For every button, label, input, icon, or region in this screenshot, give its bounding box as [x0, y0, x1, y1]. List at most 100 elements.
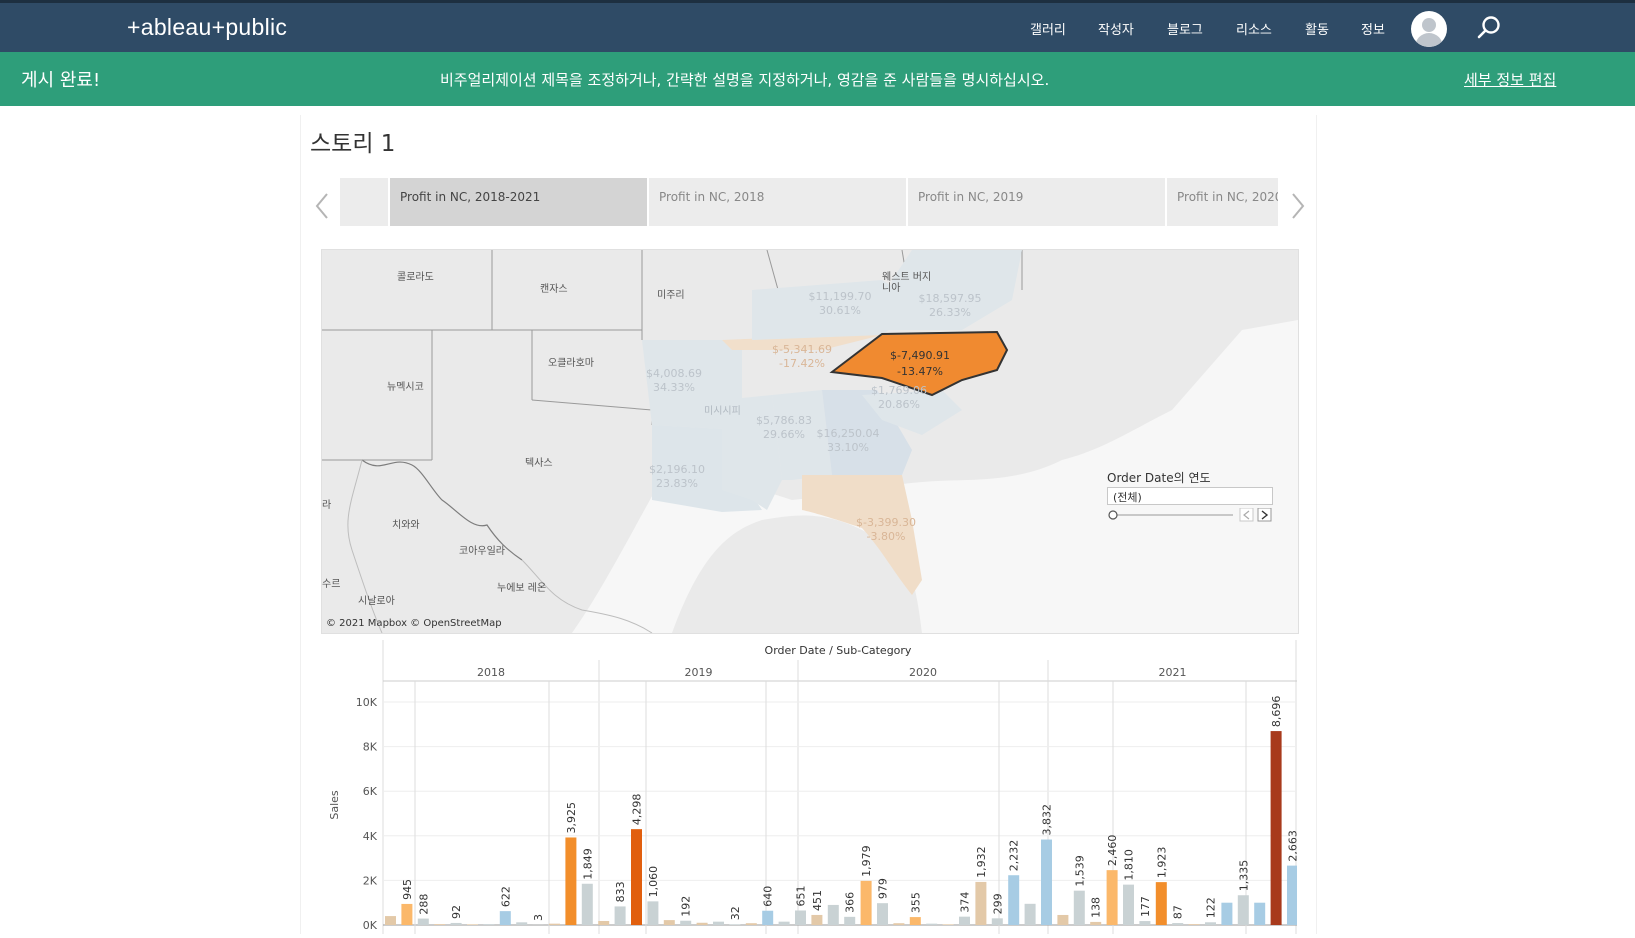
- map-label-west-virginia: 웨스트 버지니아: [882, 272, 932, 294]
- bar-value-label: 1,335: [1237, 860, 1250, 892]
- story-tab-1[interactable]: Profit in NC, 2018-2021: [390, 178, 647, 226]
- sales-bar: [975, 882, 986, 925]
- y-tick-label: 6K: [363, 785, 378, 798]
- sales-bar: [1221, 903, 1232, 925]
- sales-bar: [565, 837, 576, 925]
- bar-value-label: 833: [614, 881, 627, 902]
- state-value-florida: $-3,399.30-3.80%: [846, 516, 926, 544]
- bar-value-label: 1,810: [1123, 849, 1136, 881]
- bar-value-label: 945: [401, 879, 414, 900]
- avatar-head-shape: [1422, 18, 1436, 32]
- banner-title: 게시 완료!: [21, 66, 100, 92]
- sales-bar: [1041, 840, 1052, 925]
- story-tab-2[interactable]: Profit in NC, 2018: [649, 178, 906, 226]
- sales-bar: [549, 924, 560, 925]
- chart-title: Order Date / Sub-Category: [765, 644, 912, 657]
- nav-activity[interactable]: 활동: [1305, 19, 1329, 38]
- sales-bar: [1139, 921, 1150, 925]
- sales-bar: [713, 922, 724, 925]
- map-label-colorado: 콜로라도: [397, 268, 434, 283]
- sales-bar: [697, 923, 708, 925]
- year-header-label: 2021: [1159, 666, 1187, 679]
- state-value-tennessee: $-5,341.69-17.42%: [762, 343, 842, 371]
- bar-value-label: 651: [795, 885, 808, 906]
- y-tick-label: 2K: [363, 874, 378, 887]
- sales-bar: [828, 905, 839, 925]
- y-tick-label: 10K: [356, 696, 378, 709]
- sales-bar: [516, 922, 527, 925]
- bar-value-label: 979: [877, 878, 890, 899]
- sales-bar: [959, 917, 970, 925]
- bar-value-label: 3: [532, 914, 545, 921]
- bar-value-label: 138: [1090, 897, 1103, 918]
- story-next-arrow-icon[interactable]: [1285, 186, 1309, 226]
- nav-blog[interactable]: 블로그: [1167, 19, 1203, 38]
- nav-resources[interactable]: 리소스: [1236, 19, 1272, 38]
- y-tick-label: 0K: [363, 919, 378, 932]
- sales-bar: [1238, 895, 1249, 925]
- bar-value-label: 3,832: [1041, 804, 1054, 836]
- sales-bar: [1057, 915, 1068, 925]
- search-icon[interactable]: [1474, 13, 1504, 43]
- sales-bar: [910, 917, 921, 925]
- bar-value-label: 1,923: [1155, 847, 1168, 879]
- map-label-new-mexico: 뉴멕시코: [387, 378, 424, 393]
- nav-authors[interactable]: 작성자: [1098, 19, 1134, 38]
- sales-bar: [598, 921, 609, 925]
- map-label-coahuila: 코아우일라: [459, 542, 505, 557]
- tableau-public-logo[interactable]: +ableau+public: [127, 14, 287, 41]
- bar-value-label: 2,232: [1008, 840, 1021, 872]
- map-label-texas: 텍사스: [525, 454, 553, 469]
- sales-bar: [926, 924, 937, 925]
- sales-bar: [893, 923, 904, 925]
- map-label-mississippi: 미시시피: [704, 402, 741, 417]
- bar-value-label: 8,696: [1270, 696, 1283, 728]
- edit-details-link[interactable]: 세부 정보 편집: [1464, 69, 1556, 90]
- nav-gallery[interactable]: 갤러리: [1030, 19, 1066, 38]
- story-tab-partial[interactable]: [340, 178, 388, 226]
- sales-bar: [1025, 904, 1036, 925]
- sales-bar: [582, 884, 593, 925]
- sales-bar: [795, 910, 806, 925]
- sales-bar: [844, 917, 855, 925]
- sales-bar: [861, 881, 872, 925]
- bar-value-label: 1,849: [581, 848, 594, 880]
- story-prev-arrow-icon[interactable]: [311, 186, 335, 226]
- story-title: 스토리 1: [310, 124, 395, 158]
- bar-value-label: 192: [680, 896, 693, 917]
- sales-bar: [401, 904, 412, 925]
- sales-bar: [1172, 923, 1183, 925]
- map-attribution: © 2021 Mapbox © OpenStreetMap: [326, 618, 502, 629]
- story-tab-3[interactable]: Profit in NC, 2019: [908, 178, 1165, 226]
- story-tab-4[interactable]: Profit in NC, 2020: [1167, 178, 1278, 226]
- year-filter-slider[interactable]: [1107, 508, 1277, 522]
- sales-bar: [451, 923, 462, 925]
- y-tick-label: 4K: [363, 830, 378, 843]
- map-label-missouri: 미주리: [657, 286, 685, 301]
- map-label-sinaloa: 시날로아: [358, 592, 395, 607]
- profit-map[interactable]: 콜로라도 캔자스 미주리 오클라호마 뉴멕시코 텍사스 치와와 코아우일라 누에…: [321, 249, 1299, 634]
- bar-value-label: 4,298: [631, 794, 644, 826]
- top-navigation-bar: +ableau+public 갤러리 작성자 블로그 리소스 활동 정보: [0, 0, 1635, 52]
- user-avatar[interactable]: [1411, 11, 1447, 47]
- map-label-kansas: 캔자스: [540, 280, 568, 295]
- sales-bar: [762, 911, 773, 925]
- bar-value-label: 122: [1205, 897, 1218, 918]
- sales-bar: [483, 924, 494, 925]
- sales-bar: [385, 916, 396, 925]
- bar-value-label: 3,925: [565, 802, 578, 834]
- sales-bar: [1189, 924, 1200, 925]
- nav-about[interactable]: 정보: [1361, 19, 1385, 38]
- bar-value-label: 451: [811, 890, 824, 911]
- bar-value-label: 299: [991, 893, 1004, 914]
- sales-bar: [1254, 903, 1265, 925]
- year-header-label: 2020: [909, 666, 937, 679]
- y-tick-label: 8K: [363, 741, 378, 754]
- sales-bar: [1107, 870, 1118, 925]
- state-value-north-carolina: $-7,490.91-13.47%: [875, 348, 965, 380]
- year-filter-select[interactable]: (전체): [1107, 487, 1273, 505]
